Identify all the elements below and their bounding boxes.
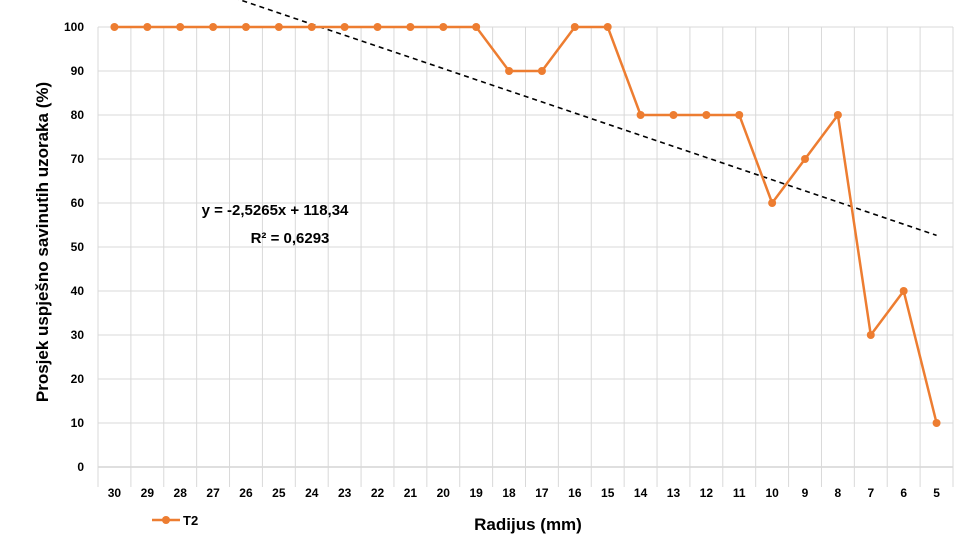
y-tick-label: 80 [71,108,85,122]
data-point [307,23,316,31]
data-point [833,111,842,119]
y-axis-ticks: 0 10 20 30 40 50 60 70 80 90 100 [64,20,84,474]
x-tick-label: 30 [108,486,122,500]
y-tick-label: 100 [64,20,84,34]
data-point [603,23,612,31]
x-tick-label: 29 [141,486,155,500]
y-tick-label: 60 [71,196,85,210]
x-tick-label: 18 [502,486,516,500]
x-tick-label: 15 [601,486,615,500]
y-tick-label: 20 [71,372,85,386]
x-tick-label: 22 [371,486,385,500]
data-point [768,199,777,207]
data-point [735,111,744,119]
x-tick-label: 11 [733,486,746,500]
x-tick-label: 7 [867,486,874,500]
x-tick-label: 27 [206,486,220,500]
data-point [505,67,514,75]
series-layer [110,23,941,427]
data-point [570,23,579,31]
x-tick-label: 17 [535,486,549,500]
y-tick-label: 10 [71,416,85,430]
y-tick-label: 50 [71,240,85,254]
x-tick-label: 6 [900,486,907,500]
series-line [114,25,938,424]
data-point [143,23,152,31]
x-tick-label: 20 [437,486,451,500]
legend-series-marker [162,516,170,524]
x-axis-ticks: 30 29 28 27 26 25 24 23 22 21 20 19 18 17 16 15 14 13 12 11… [108,486,940,500]
x-tick-label: 25 [272,486,286,500]
x-tick-label: 28 [174,486,188,500]
x-tick-label: 12 [700,486,714,500]
data-point [209,23,218,31]
legend-series-label: T2 [183,513,198,528]
data-point [176,23,185,31]
x-tick-label: 23 [338,486,352,500]
data-point [636,111,645,119]
y-tick-label: 90 [71,64,85,78]
data-point [801,155,810,163]
data-point [340,23,349,31]
data-point [866,331,875,339]
data-point [472,23,481,31]
y-tick-label: 0 [77,460,84,474]
x-tick-label: 16 [568,486,582,500]
x-tick-label: 10 [765,486,779,500]
x-tick-label: 21 [404,486,418,500]
data-point [439,23,448,31]
data-point [537,67,546,75]
x-tick-label: 14 [634,486,648,500]
x-tick-label: 26 [239,486,253,500]
trendline [237,0,937,237]
x-tick-label: 13 [667,486,681,500]
x-tick-label: 5 [933,486,940,500]
data-point [932,419,941,427]
x-axis-title: Radijus (mm) [474,515,582,534]
data-point [110,23,119,31]
y-tick-label: 30 [71,328,85,342]
data-point [274,23,283,31]
trendline-equation: y = -2,5265x + 118,34 [202,202,349,219]
data-point [702,111,711,119]
trendline-r-squared: R² = 0,6293 [251,230,330,247]
trendline-layer [237,0,937,237]
x-tick-label: 9 [802,486,809,500]
y-tick-label: 40 [71,284,85,298]
data-point [373,23,382,31]
data-point [241,23,250,31]
y-tick-label: 70 [71,152,85,166]
x-tick-label: 19 [469,486,483,500]
y-axis-title: Prosjek uspješno savinutih uzoraka (%) [33,82,52,402]
data-point [406,23,415,31]
legend: T2 [152,513,198,528]
x-tick-label: 24 [305,486,319,500]
data-point [899,287,908,295]
x-tick-label: 8 [835,486,842,500]
data-point [669,111,678,119]
